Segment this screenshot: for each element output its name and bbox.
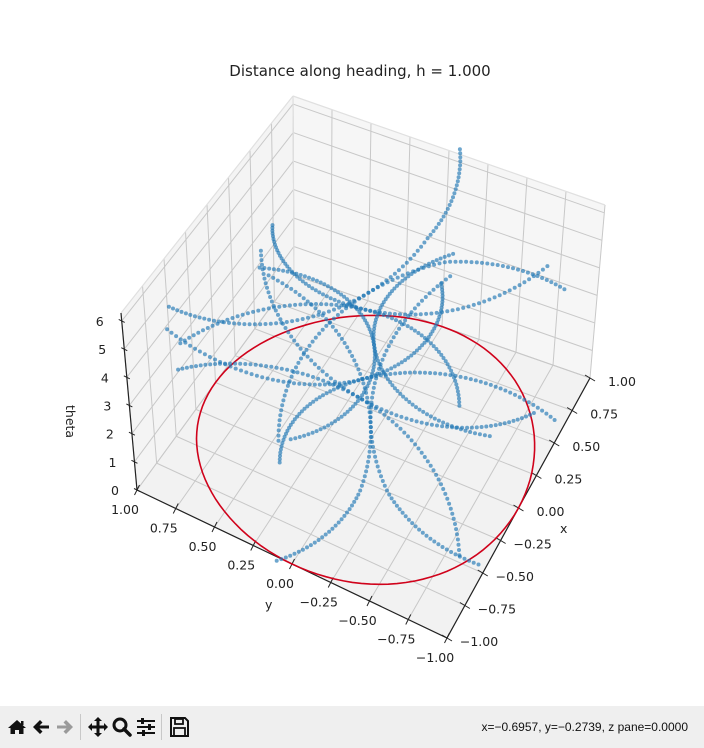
svg-text:−1.00: −1.00 [416, 650, 454, 665]
y-axis-label: y [265, 597, 273, 612]
svg-text:0.75: 0.75 [150, 521, 178, 536]
svg-text:−0.75: −0.75 [377, 632, 415, 647]
figure-canvas[interactable]: Distance along heading, h = 1.000 1.00 0.… [0, 0, 704, 706]
floppy-disk-icon [170, 717, 189, 737]
arrow-left-icon [33, 720, 49, 734]
svg-text:−1.00: −1.00 [460, 634, 498, 649]
configure-button[interactable] [135, 714, 157, 740]
svg-text:6: 6 [96, 314, 104, 329]
svg-text:3: 3 [103, 398, 111, 413]
data-series [165, 147, 567, 586]
forward-button[interactable] [54, 714, 76, 740]
svg-text:0.25: 0.25 [554, 472, 582, 487]
svg-text:0.50: 0.50 [189, 539, 217, 554]
svg-text:1.00: 1.00 [608, 374, 636, 389]
plot-3d[interactable]: Distance along heading, h = 1.000 1.00 0.… [0, 0, 704, 706]
svg-text:4: 4 [101, 370, 109, 385]
tick-labels: 1.000.750.500.250.00−0.25−0.50−0.75−1.00… [96, 314, 636, 665]
cursor-coordinates: x=−0.6957, y=−0.2739, z pane=0.0000 [481, 720, 688, 734]
move-icon [88, 717, 108, 737]
svg-text:1: 1 [108, 455, 116, 470]
svg-text:0.00: 0.00 [537, 504, 565, 519]
x-axis-label: x [560, 521, 567, 536]
magnifier-icon [112, 717, 132, 737]
chart-title: Distance along heading, h = 1.000 [229, 62, 490, 80]
svg-text:0: 0 [111, 483, 119, 498]
svg-text:0.75: 0.75 [590, 407, 618, 422]
svg-text:−0.50: −0.50 [338, 613, 376, 628]
arrow-right-icon [57, 720, 73, 734]
svg-text:0.50: 0.50 [572, 439, 600, 454]
sliders-icon [137, 718, 155, 736]
home-icon [8, 720, 26, 734]
home-button[interactable] [6, 714, 28, 740]
toolbar-separator [80, 714, 81, 740]
back-button[interactable] [30, 714, 52, 740]
z-axis-label: theta [63, 405, 78, 438]
zoom-button[interactable] [111, 714, 133, 740]
svg-text:0.25: 0.25 [227, 558, 255, 573]
svg-text:−0.50: −0.50 [496, 569, 534, 584]
svg-text:−0.75: −0.75 [478, 602, 516, 617]
svg-text:0.00: 0.00 [266, 576, 294, 591]
svg-text:1.00: 1.00 [111, 502, 139, 517]
navigation-toolbar: x=−0.6957, y=−0.2739, z pane=0.0000 [0, 706, 704, 748]
svg-text:−0.25: −0.25 [513, 537, 551, 552]
svg-text:5: 5 [98, 342, 106, 357]
svg-text:2: 2 [106, 427, 114, 442]
svg-text:−0.25: −0.25 [300, 595, 338, 610]
pan-button[interactable] [87, 714, 109, 740]
toolbar-separator [161, 714, 162, 740]
save-button[interactable] [168, 714, 190, 740]
